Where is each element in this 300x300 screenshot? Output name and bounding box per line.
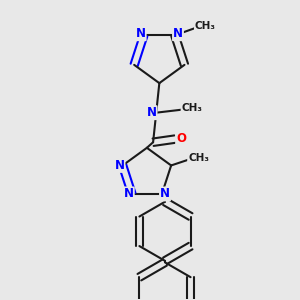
- Text: N: N: [160, 188, 170, 200]
- Text: N: N: [147, 106, 157, 119]
- Text: CH₃: CH₃: [182, 103, 203, 113]
- Text: CH₃: CH₃: [188, 153, 209, 163]
- Text: O: O: [176, 132, 186, 145]
- Text: N: N: [124, 188, 134, 200]
- Text: N: N: [173, 27, 183, 40]
- Text: N: N: [115, 159, 124, 172]
- Text: N: N: [136, 27, 146, 40]
- Text: CH₃: CH₃: [195, 21, 216, 31]
